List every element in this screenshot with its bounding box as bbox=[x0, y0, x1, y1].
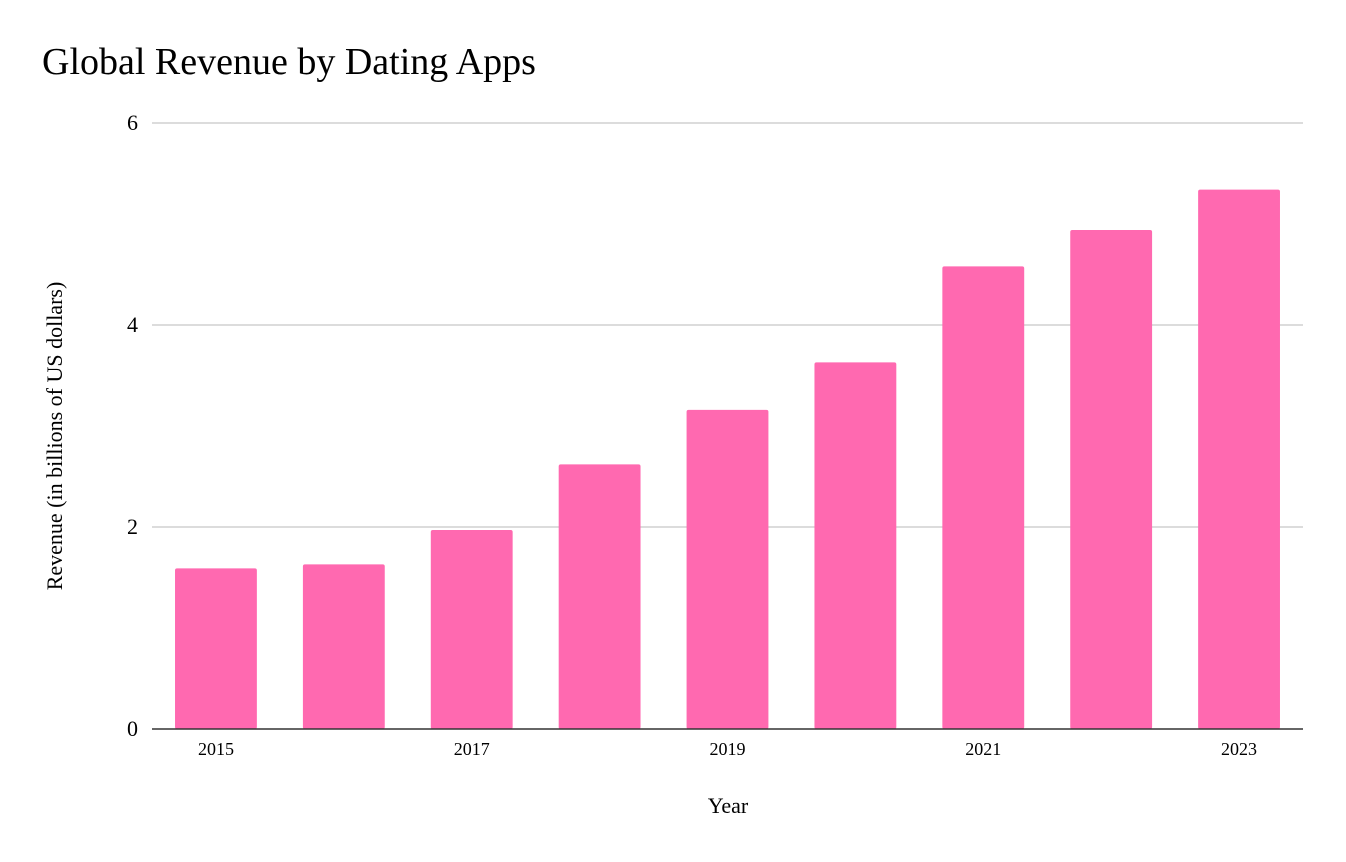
bar-2020 bbox=[814, 362, 897, 729]
y-tick-label: 4 bbox=[127, 312, 138, 337]
bar-2017 bbox=[430, 530, 513, 729]
x-tick-label: 2023 bbox=[1221, 739, 1257, 759]
tick-labels: 0 2 4 6 2015 2017 2019 2021 2023 bbox=[127, 110, 1257, 759]
chart-title: Global Revenue by Dating Apps bbox=[42, 41, 536, 83]
y-tick-label: 0 bbox=[127, 716, 138, 741]
x-tick-label: 2017 bbox=[454, 739, 490, 759]
x-tick-label: 2019 bbox=[710, 739, 746, 759]
bar-2023 bbox=[1198, 189, 1280, 729]
bar-2016 bbox=[302, 564, 385, 729]
y-tick-label: 2 bbox=[127, 514, 138, 539]
bar-2019 bbox=[686, 409, 769, 729]
bar-2022 bbox=[1070, 230, 1153, 729]
y-tick-label: 6 bbox=[127, 110, 138, 135]
bar-2015 bbox=[175, 568, 257, 729]
bar-2018 bbox=[558, 464, 641, 729]
x-axis-title: Year bbox=[708, 793, 749, 818]
x-tick-label: 2021 bbox=[965, 739, 1001, 759]
y-axis-title: Revenue (in billions of US dollars) bbox=[42, 282, 67, 591]
bar-2021 bbox=[942, 266, 1025, 729]
bars bbox=[175, 189, 1280, 729]
x-tick-label: 2015 bbox=[198, 739, 234, 759]
